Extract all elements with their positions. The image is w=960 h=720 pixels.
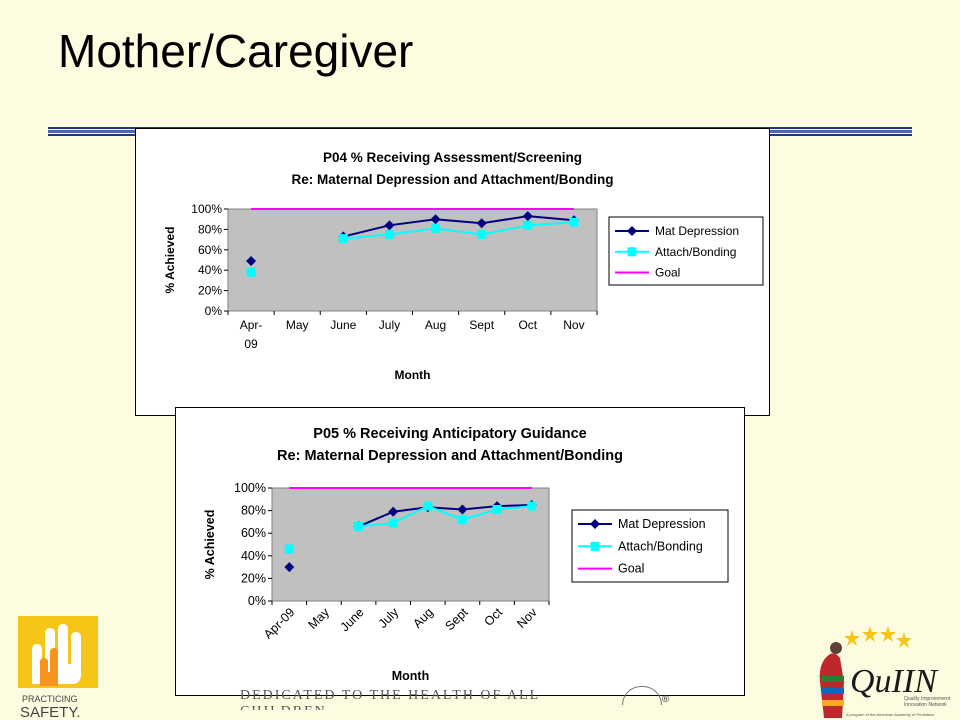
logo-left-line-1: PRACTICING: [22, 694, 78, 704]
data-point: [431, 223, 441, 233]
y-tick-label: 20%: [198, 284, 222, 298]
stars-icon: [844, 626, 912, 648]
data-point: [476, 218, 487, 229]
data-point: [354, 521, 364, 531]
data-point: [477, 230, 487, 239]
chart-title: P05 % Receiving Anticipatory Guidance: [313, 426, 586, 442]
chart-p05: P05 % Receiving Anticipatory Guidance Re:…: [175, 407, 745, 696]
series-line: [358, 503, 532, 528]
chart-p04: P04 % Receiving Assessment/Screening Re: …: [135, 128, 770, 416]
x-tick-label: May: [286, 318, 309, 332]
legend-marker: [590, 541, 600, 551]
x-axis-label: Month: [395, 368, 431, 382]
logo-left-line-2: SAFETY.: [20, 704, 81, 720]
y-tick-label: 80%: [241, 504, 266, 518]
data-point: [388, 518, 398, 528]
legend-label: Mat Depression: [655, 224, 739, 238]
data-point: [384, 230, 394, 239]
footer-tagline: DEDICATED TO THE HEALTH OF ALL CHILDREN: [240, 688, 540, 710]
y-tick-label: 100%: [234, 481, 266, 495]
data-point: [527, 501, 537, 511]
chart-title: P04 % Receiving Assessment/Screening: [323, 150, 582, 165]
logo-right-subline: A program of the American Academy of Ped…: [846, 712, 934, 717]
y-axis-label: % Achieved: [163, 227, 177, 294]
data-point: [569, 217, 579, 227]
x-tick-label: Aug: [410, 605, 436, 631]
series-line: [358, 504, 532, 528]
x-tick-label: Apr-09: [240, 318, 263, 351]
legend-marker: [627, 247, 637, 257]
x-tick-label: Oct: [518, 318, 537, 332]
child-hand-icon: [40, 648, 58, 686]
y-tick-label: 20%: [241, 571, 266, 585]
series-line: [343, 221, 575, 240]
y-tick-label: 60%: [241, 526, 266, 540]
chart-subtitle: Re: Maternal Depression and Attachment/B…: [291, 172, 613, 187]
x-tick-label: May: [305, 605, 332, 632]
x-tick-label: June: [338, 605, 367, 634]
data-point: [384, 220, 395, 231]
data-point: [246, 256, 257, 267]
x-axis-label: Month: [392, 669, 429, 683]
y-axis-label: % Achieved: [203, 510, 217, 580]
x-tick-label: June: [330, 318, 356, 332]
y-tick-label: 0%: [205, 304, 223, 318]
data-point: [388, 506, 399, 517]
x-tick-label: July: [379, 318, 400, 332]
logo-right-tagline-2: Innovation Network: [904, 702, 947, 708]
x-tick-label: Nov: [514, 605, 540, 631]
practicing-safety-logo: PRACTICING SAFETY.: [18, 616, 98, 720]
y-tick-label: 0%: [248, 594, 266, 608]
legend-label: Mat Depression: [618, 517, 706, 531]
figure-icon: [819, 653, 844, 718]
x-tick-label: Apr-09: [261, 605, 297, 641]
chart-svg: P04 % Receiving Assessment/Screening Re: …: [163, 150, 764, 382]
x-tick-label: Oct: [482, 605, 506, 629]
y-tick-label: 100%: [191, 202, 222, 216]
logo-right-name: QuIIN: [850, 663, 939, 700]
data-point: [492, 504, 502, 514]
legend-label: Attach/Bonding: [655, 245, 736, 259]
quiin-logo: QuIIN Quality Improvement Innovation Net…: [819, 626, 951, 718]
data-point: [522, 211, 533, 222]
x-tick-label: Sept: [469, 318, 494, 332]
data-point: [423, 501, 433, 511]
data-point: [284, 544, 294, 554]
x-tick-label: Nov: [563, 318, 584, 332]
registered-mark: ®: [662, 694, 670, 705]
legend-label: Goal: [655, 266, 680, 280]
y-tick-label: 40%: [241, 549, 266, 563]
logo-right-tagline-1: Quality Improvement: [904, 696, 951, 702]
data-point: [457, 504, 468, 515]
slide-title: Mother/Caregiver: [58, 25, 414, 77]
data-point: [246, 267, 256, 277]
data-point: [523, 220, 533, 230]
x-tick-label: Sept: [442, 605, 470, 633]
legend-marker: [590, 519, 600, 529]
chart-svg: P05 % Receiving Anticipatory Guidance Re:…: [203, 426, 729, 683]
data-point: [457, 515, 467, 525]
series-line: [343, 215, 575, 238]
y-tick-label: 80%: [198, 222, 222, 236]
y-tick-label: 60%: [198, 243, 222, 257]
data-point: [338, 234, 348, 244]
legend-label: Goal: [618, 562, 644, 576]
y-tick-label: 40%: [198, 263, 222, 277]
chart-subtitle: Re: Maternal Depression and Attachment/B…: [277, 448, 623, 464]
data-point: [430, 214, 441, 225]
x-tick-label: July: [376, 605, 402, 631]
legend-label: Attach/Bonding: [618, 539, 703, 553]
legend-marker: [627, 226, 637, 236]
x-tick-label: Aug: [425, 318, 446, 332]
data-point: [284, 562, 295, 573]
